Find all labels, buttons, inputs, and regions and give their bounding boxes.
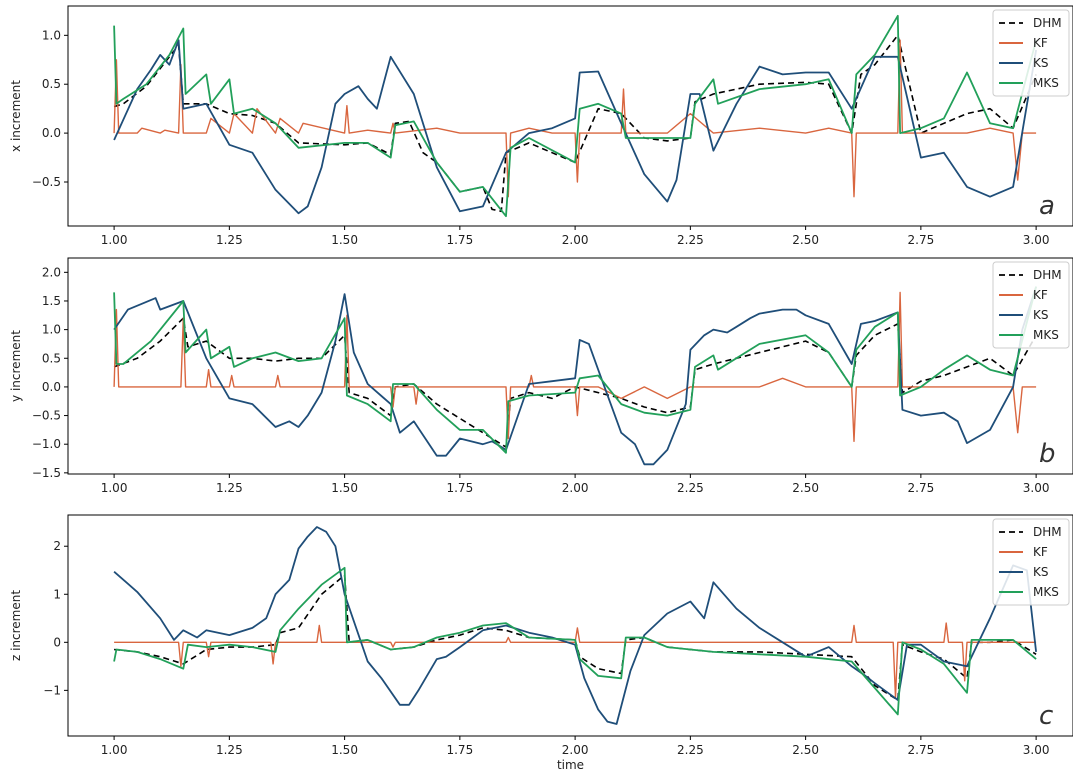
y-tick-label: −1.0: [32, 437, 61, 451]
plot-frame: [67, 257, 1073, 475]
series-line-kf: [114, 622, 1037, 699]
series-line-dhm: [113, 34, 1037, 213]
x-tick-label: 1.00: [101, 233, 128, 247]
series-line-kf: [113, 39, 1037, 198]
y-tick-label: 1: [53, 587, 61, 601]
y-tick-label: −0.5: [32, 409, 61, 423]
y-tick-label: 1.0: [42, 28, 61, 42]
y-axis-label: z increment: [9, 590, 23, 661]
y-axis-label: y increment: [9, 330, 23, 402]
legend: DHM KF KS MKS: [992, 518, 1070, 606]
x-tick-label: 1.25: [216, 233, 243, 247]
y-tick-label: 0.0: [42, 126, 61, 140]
legend-label-dhm: DHM: [1033, 525, 1062, 539]
x-tick-label: 3.00: [1023, 481, 1050, 495]
x-tick-label: 1.50: [331, 233, 358, 247]
x-tick-label: 2.25: [677, 743, 704, 757]
panel-letter: b: [1039, 439, 1056, 469]
legend-label-ks: KS: [1033, 565, 1049, 579]
legend: DHM KF KS MKS: [992, 261, 1070, 349]
y-tick-label: 0: [53, 635, 61, 649]
legend: DHM KF KS MKS: [992, 9, 1070, 97]
x-tick-label: 2.75: [908, 743, 935, 757]
legend-label-mks: MKS: [1033, 585, 1059, 599]
x-tick-label: 2.00: [562, 481, 589, 495]
legend-label-kf: KF: [1033, 545, 1048, 559]
legend-box: [992, 9, 1070, 97]
x-tick-label: 1.75: [446, 743, 473, 757]
y-tick-label: 0.5: [42, 351, 61, 365]
series-group: [113, 526, 1037, 725]
x-tick-label: 3.00: [1023, 743, 1050, 757]
x-tick-label: 2.50: [792, 233, 819, 247]
legend-label-dhm: DHM: [1033, 268, 1062, 282]
y-tick-label: 1.5: [42, 294, 61, 308]
legend-label-kf: KF: [1033, 288, 1048, 302]
x-tick-label: 1.00: [101, 481, 128, 495]
y-tick-label: 2: [53, 539, 61, 553]
series-line-mks: [113, 286, 1037, 454]
legend-label-ks: KS: [1033, 308, 1049, 322]
series-line-mks: [113, 14, 1037, 218]
x-tick-label: 2.50: [792, 743, 819, 757]
legend-label-mks: MKS: [1033, 328, 1059, 342]
series-group: [113, 286, 1037, 466]
legend-label-ks: KS: [1033, 56, 1049, 70]
y-axis-label: x increment: [9, 80, 23, 152]
y-tick-label: 0.0: [42, 380, 61, 394]
plot-frame: [67, 5, 1073, 227]
y-tick-label: 1.0: [42, 323, 61, 337]
panel-b: 1.00 1.25 1.50 1.75 2.00 2.25 2.50 2.75 3.00 −1.5…: [9, 257, 1073, 495]
x-tick-label: 2.75: [908, 233, 935, 247]
y-tick-label: 2.0: [42, 265, 61, 279]
panel-a: 1.00 1.25 1.50 1.75 2.00 2.25 2.50 2.75 3.00 −0.5…: [9, 5, 1073, 247]
y-tick-label: −1: [43, 683, 61, 697]
y-tick-label: −0.5: [32, 175, 61, 189]
x-tick-label: 3.00: [1023, 233, 1050, 247]
series-line-ks: [113, 526, 1037, 725]
legend-label-mks: MKS: [1033, 76, 1059, 90]
panel-letter: a: [1039, 191, 1055, 221]
x-tick-label: 1.75: [446, 481, 473, 495]
panel-letter: c: [1039, 701, 1053, 731]
x-tick-label: 2.00: [562, 233, 589, 247]
legend-label-dhm: DHM: [1033, 16, 1062, 30]
x-tick-label: 2.00: [562, 743, 589, 757]
x-tick-label: 1.25: [216, 481, 243, 495]
x-tick-label: 1.75: [446, 233, 473, 247]
legend-box: [992, 518, 1070, 606]
series-line-ks: [113, 286, 1037, 466]
x-tick-label: 2.25: [677, 481, 704, 495]
legend-box: [992, 261, 1070, 349]
plot-frame: [67, 514, 1073, 737]
x-tick-label: 1.00: [101, 743, 128, 757]
x-tick-label: 1.50: [331, 743, 358, 757]
x-tick-label: 2.50: [792, 481, 819, 495]
series-line-mks: [113, 566, 1037, 716]
y-tick-label: 0.5: [42, 77, 61, 91]
series-line-ks: [113, 39, 1037, 215]
x-tick-label: 1.50: [331, 481, 358, 495]
series-line-dhm: [114, 574, 1037, 701]
panel-c: 1.00 1.25 1.50 1.75 2.00 2.25 2.50 2.75 3.00 −1 0 1…: [9, 514, 1073, 772]
series-group: [113, 14, 1037, 218]
series-line-kf: [113, 291, 1037, 442]
y-tick-label: −1.5: [32, 466, 61, 480]
x-tick-label: 2.25: [677, 233, 704, 247]
x-axis-label: time: [557, 758, 584, 772]
x-tick-label: 2.75: [908, 481, 935, 495]
legend-label-kf: KF: [1033, 36, 1048, 50]
x-tick-label: 1.25: [216, 743, 243, 757]
